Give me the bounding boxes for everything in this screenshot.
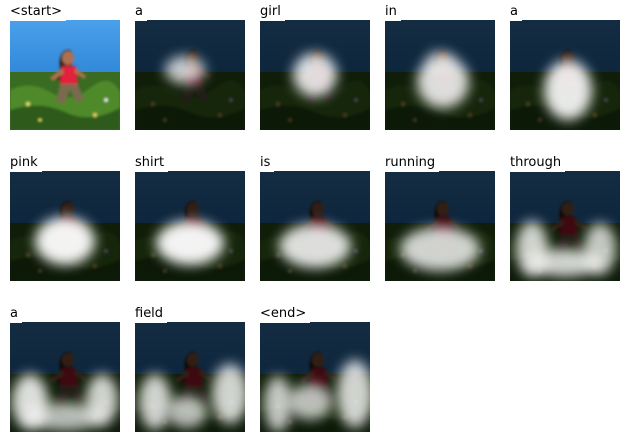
attention-blob (35, 217, 95, 265)
caption-word-label: girl (258, 4, 285, 21)
caption-word-label: pink (8, 155, 42, 172)
attention-blob (165, 56, 205, 84)
attention-blob (279, 224, 351, 268)
caption-word-label: a (508, 4, 522, 21)
attention-panel (510, 171, 620, 281)
caption-word-label: shirt (133, 155, 168, 172)
attention-panel (135, 322, 245, 432)
attention-blob (544, 60, 592, 120)
attention-panel (135, 171, 245, 281)
caption-word-label: a (133, 4, 147, 21)
caption-word-label: through (508, 155, 565, 172)
attention-panel (385, 20, 495, 130)
attention-blob (167, 396, 207, 428)
attention-blob (156, 221, 224, 265)
caption-word-label: in (383, 4, 401, 21)
attention-blob (293, 53, 337, 97)
attention-panel (385, 171, 495, 281)
caption-word-label: field (133, 306, 167, 323)
attention-blob (400, 227, 480, 271)
attention-panel (510, 20, 620, 130)
attention-panel (260, 20, 370, 130)
attention-blob (584, 223, 616, 275)
attention-panel (260, 171, 370, 281)
attention-blob (139, 374, 171, 430)
attention-panel (10, 20, 120, 130)
caption-word-label: <end> (258, 306, 310, 323)
attention-panel (10, 171, 120, 281)
attention-panel (135, 20, 245, 130)
attention-blob (86, 374, 118, 426)
attention-panel (10, 322, 120, 432)
attention-blob (426, 50, 454, 70)
caption-word-label: <start> (8, 4, 66, 21)
caption-word-label: a (8, 306, 22, 323)
attention-blob (264, 376, 292, 432)
caption-word-label: running (383, 155, 439, 172)
attention-panel (260, 322, 370, 432)
attention-blob (288, 384, 332, 420)
caption-word-label: is (258, 155, 274, 172)
